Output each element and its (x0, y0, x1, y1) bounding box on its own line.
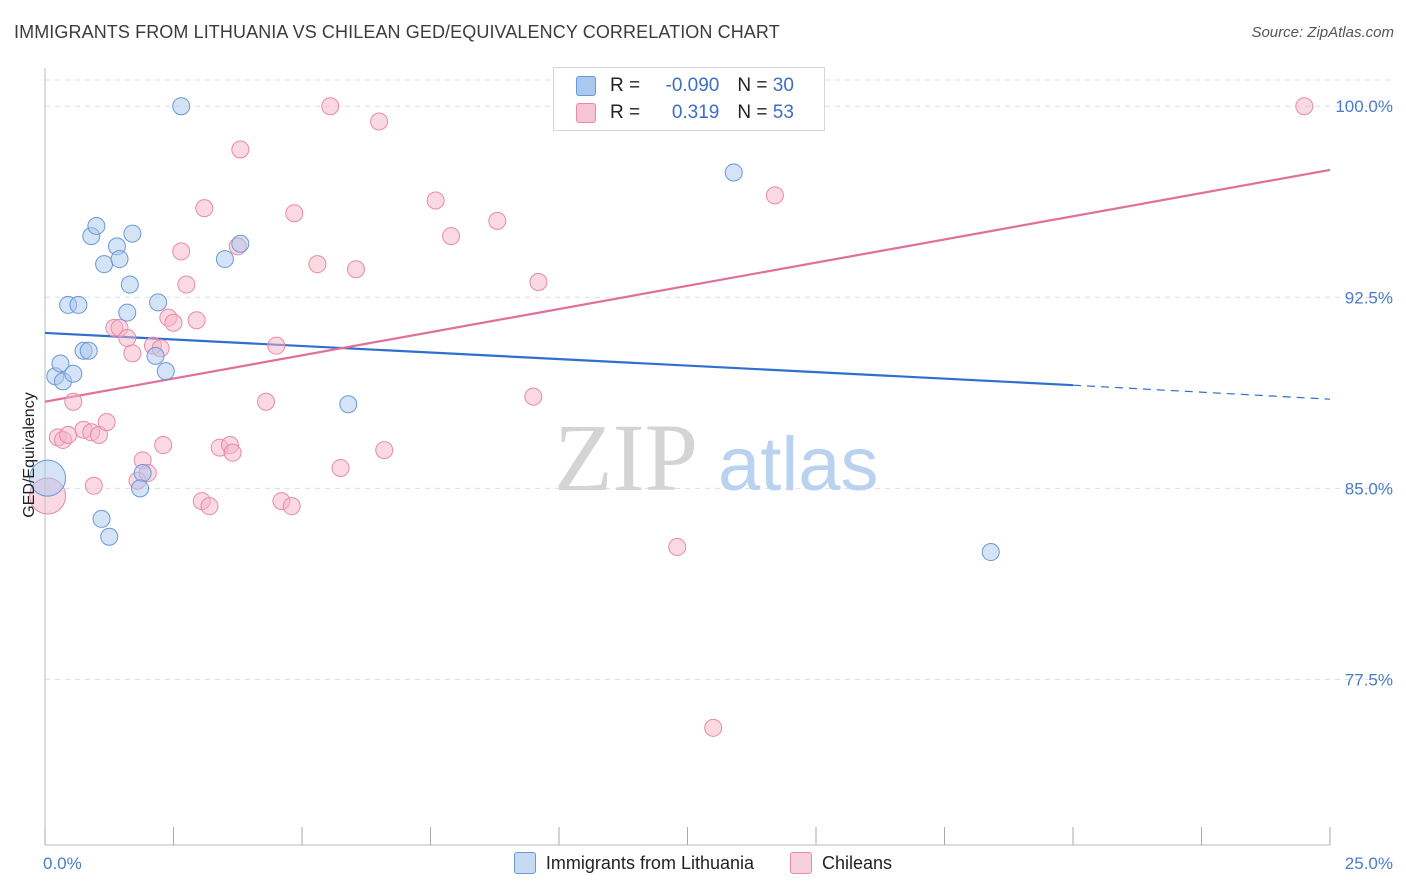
point-chileans (172, 242, 191, 261)
point-lithuania (110, 250, 129, 269)
point-lithuania (215, 250, 234, 269)
legend-n-value: 30 (772, 75, 794, 96)
point-chileans (285, 204, 304, 223)
point-lithuania (123, 224, 142, 243)
point-lithuania (51, 354, 70, 373)
point-lithuania (156, 362, 175, 381)
point-chileans (765, 186, 784, 205)
legend-label-lithuania: Immigrants from Lithuania (545, 852, 755, 873)
point-chileans (308, 255, 327, 274)
point-lithuania (231, 234, 250, 253)
axes (44, 68, 1331, 846)
watermark-atlas: atlas (718, 422, 879, 507)
chart-title: IMMIGRANTS FROM LITHUANIA VS CHILEAN GED… (14, 22, 780, 42)
series-legend: Immigrants from Lithuania Chileans (0, 852, 1406, 874)
point-chileans (164, 313, 183, 332)
trend-line-chileans (44, 168, 1331, 403)
legend-r-value: 0.319 (671, 102, 720, 123)
x-tick-label: 25.0% (1345, 854, 1393, 873)
point-chileans (529, 272, 548, 291)
grid-lines (45, 79, 1395, 680)
y-tick-label: 77.5% (1345, 670, 1393, 689)
point-chileans (177, 275, 196, 294)
point-chileans (488, 211, 507, 230)
point-chileans (267, 336, 286, 355)
point-chileans (84, 476, 103, 495)
legend-label-chileans: Chileans (822, 852, 893, 873)
point-chileans (1295, 97, 1314, 116)
point-chileans (321, 97, 340, 116)
point-chileans (97, 413, 116, 432)
point-chileans (346, 260, 365, 279)
point-chileans (123, 344, 142, 363)
point-chileans (257, 392, 276, 411)
point-chileans (223, 443, 242, 462)
x-tick-labels: 0.0% 25.0% (43, 854, 1393, 873)
point-lithuania (146, 346, 165, 365)
point-chileans (231, 140, 250, 159)
point-lithuania (339, 395, 358, 414)
watermark-zip: ZIP (554, 404, 698, 511)
point-chileans (118, 329, 137, 348)
point-chileans (59, 425, 78, 444)
point-chileans (331, 458, 350, 477)
legend-swatch-blue (576, 76, 596, 96)
point-chileans (524, 387, 543, 406)
legend-r-label: R = (610, 102, 646, 123)
stats-legend: R = -0.090 N = 30 R = 0.319 N = 53 (553, 67, 825, 131)
y-tick-label: 92.5% (1345, 288, 1393, 307)
point-chileans (154, 436, 173, 455)
point-lithuania (29, 459, 67, 497)
point-lithuania (133, 464, 152, 483)
point-lithuania (95, 255, 114, 274)
y-tick-labels: 77.5% 85.0% 92.5% 100.0% (1335, 97, 1393, 689)
point-chileans (195, 199, 214, 218)
legend-n-value: 53 (772, 102, 794, 123)
point-chileans (704, 718, 723, 737)
legend-n-label: N = (737, 75, 773, 96)
trend-line-lithuania (44, 331, 1074, 387)
point-chileans (668, 537, 687, 556)
legend-swatch-pink (576, 103, 596, 123)
chart-source: Source: ZipAtlas.com (1251, 24, 1394, 41)
point-lithuania (172, 97, 191, 116)
point-lithuania (79, 341, 98, 360)
y-axis-label: GED/Equivalency (21, 392, 38, 517)
trend-lines (44, 168, 1331, 403)
point-lithuania (87, 216, 106, 235)
point-lithuania (120, 275, 139, 294)
legend-r-value: -0.090 (665, 75, 720, 96)
point-chileans (64, 392, 83, 411)
legend-n-label: N = (737, 102, 773, 123)
x-tick-label: 0.0% (43, 854, 82, 873)
data-points (29, 97, 1314, 737)
point-chileans (426, 191, 445, 210)
legend-item-chileans: Chileans (790, 852, 892, 874)
legend-swatch-blue (513, 852, 536, 874)
y-tick-label: 100.0% (1335, 97, 1393, 116)
point-chileans (375, 441, 394, 460)
legend-swatch-pink (790, 852, 813, 874)
y-tick-label: 85.0% (1345, 479, 1393, 498)
legend-row-lithuania: R = -0.090 N = 30 (576, 73, 794, 99)
trend-line-lithuania-extension (1072, 384, 1331, 400)
legend-row-chileans: R = 0.319 N = 53 (576, 100, 794, 126)
point-chileans (442, 227, 461, 246)
point-lithuania (149, 293, 168, 312)
legend-item-lithuania: Immigrants from Lithuania (513, 852, 755, 874)
point-lithuania (69, 295, 88, 314)
point-lithuania (64, 364, 83, 383)
point-lithuania (131, 479, 150, 498)
point-lithuania (92, 509, 111, 528)
point-chileans (187, 311, 206, 330)
point-lithuania (100, 527, 119, 546)
legend-r-label: R = (610, 75, 646, 96)
point-lithuania (981, 543, 1000, 562)
point-chileans (282, 497, 301, 516)
point-chileans (200, 497, 219, 516)
point-lithuania (724, 163, 743, 182)
point-chileans (370, 112, 389, 131)
point-lithuania (118, 303, 137, 322)
